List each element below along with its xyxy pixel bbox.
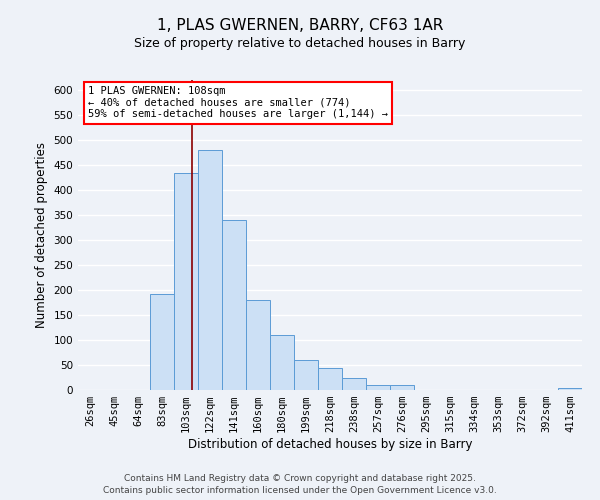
Text: 1, PLAS GWERNEN, BARRY, CF63 1AR: 1, PLAS GWERNEN, BARRY, CF63 1AR <box>157 18 443 32</box>
Text: 1 PLAS GWERNEN: 108sqm
← 40% of detached houses are smaller (774)
59% of semi-de: 1 PLAS GWERNEN: 108sqm ← 40% of detached… <box>88 86 388 120</box>
Bar <box>390 385 414 390</box>
Text: Contains HM Land Registry data © Crown copyright and database right 2025.
Contai: Contains HM Land Registry data © Crown c… <box>103 474 497 495</box>
Bar <box>270 335 294 390</box>
Bar <box>246 300 270 390</box>
Bar <box>174 172 198 390</box>
Bar <box>150 294 174 390</box>
Text: Size of property relative to detached houses in Barry: Size of property relative to detached ho… <box>134 38 466 51</box>
Y-axis label: Number of detached properties: Number of detached properties <box>35 142 48 328</box>
X-axis label: Distribution of detached houses by size in Barry: Distribution of detached houses by size … <box>188 438 472 451</box>
Bar <box>222 220 246 390</box>
Bar <box>294 360 318 390</box>
Bar <box>318 368 342 390</box>
Bar <box>198 150 222 390</box>
Bar <box>342 378 366 390</box>
Bar <box>366 385 390 390</box>
Bar <box>558 388 582 390</box>
